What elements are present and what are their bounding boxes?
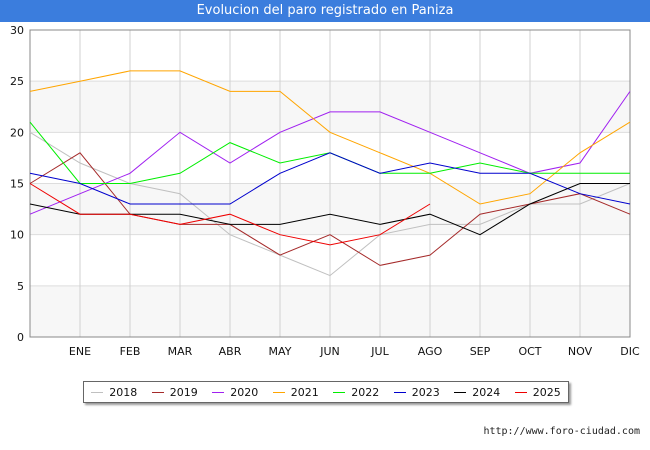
legend-label: 2022: [351, 385, 380, 399]
legend-label: 2025: [532, 385, 561, 399]
legend-swatch: [454, 391, 467, 393]
x-tick-label: FEB: [120, 345, 141, 358]
y-tick-label: 15: [10, 178, 24, 191]
x-tick-label: OCT: [518, 345, 541, 358]
legend-item-2023: 2023: [393, 385, 440, 399]
legend-label: 2024: [472, 385, 501, 399]
x-tick-label: NOV: [568, 345, 593, 358]
x-tick-label: DIC: [620, 345, 640, 358]
x-tick-label: MAY: [269, 345, 292, 358]
x-tick-label: JUL: [370, 345, 389, 358]
series-line-2025: [29, 183, 431, 246]
legend-item-2019: 2019: [151, 385, 198, 399]
legend-swatch: [514, 391, 527, 393]
legend-label: 2023: [411, 385, 440, 399]
y-tick-label: 20: [10, 126, 24, 139]
y-tick-label: 25: [10, 75, 24, 88]
y-tick-label: 30: [10, 24, 24, 37]
x-tick-label: AGO: [418, 345, 443, 358]
legend-label: 2019: [169, 385, 198, 399]
legend-swatch: [272, 391, 285, 393]
legend-item-2018: 2018: [91, 386, 137, 399]
legend-swatch: [393, 391, 406, 393]
chart-title: Evolucion del paro registrado en Paniza: [0, 0, 650, 22]
x-tick-label: ENE: [69, 345, 91, 358]
source-url[interactable]: http://www.foro-ciudad.com: [483, 426, 640, 437]
legend-label: 2018: [109, 385, 138, 399]
x-tick-label: JUN: [319, 345, 340, 358]
legend-label: 2020: [230, 385, 259, 399]
line-chart: 0 5 10 15 20 25 30 ENE FEB MAR ABR MAY JUN JUL AGO SEP O…: [10, 24, 640, 358]
legend-swatch: [212, 391, 225, 393]
legend-swatch: [151, 391, 164, 393]
legend-item-2025: 2025: [514, 385, 561, 399]
y-tick-label: 10: [10, 229, 24, 242]
legend-item-2021: 2021: [272, 385, 319, 399]
y-tick-label: 5: [17, 280, 24, 293]
x-tick-label: SEP: [470, 345, 491, 358]
series-line-2023: [29, 152, 631, 205]
legend-item-2024: 2024: [454, 386, 500, 399]
x-tick-label: MAR: [168, 345, 193, 358]
y-tick-label: 0: [17, 331, 24, 344]
legend-swatch: [91, 391, 104, 393]
legend-label: 2021: [290, 385, 319, 399]
x-tick-label: ABR: [219, 345, 242, 358]
series-line-2021: [29, 70, 631, 205]
legend-item-2022: 2022: [333, 386, 379, 399]
legend-item-2020: 2020: [212, 386, 258, 399]
legend-swatch: [333, 391, 346, 393]
chart-legend: 2018 2019 2020 2021 2022 2023 2024 2025: [83, 381, 569, 403]
